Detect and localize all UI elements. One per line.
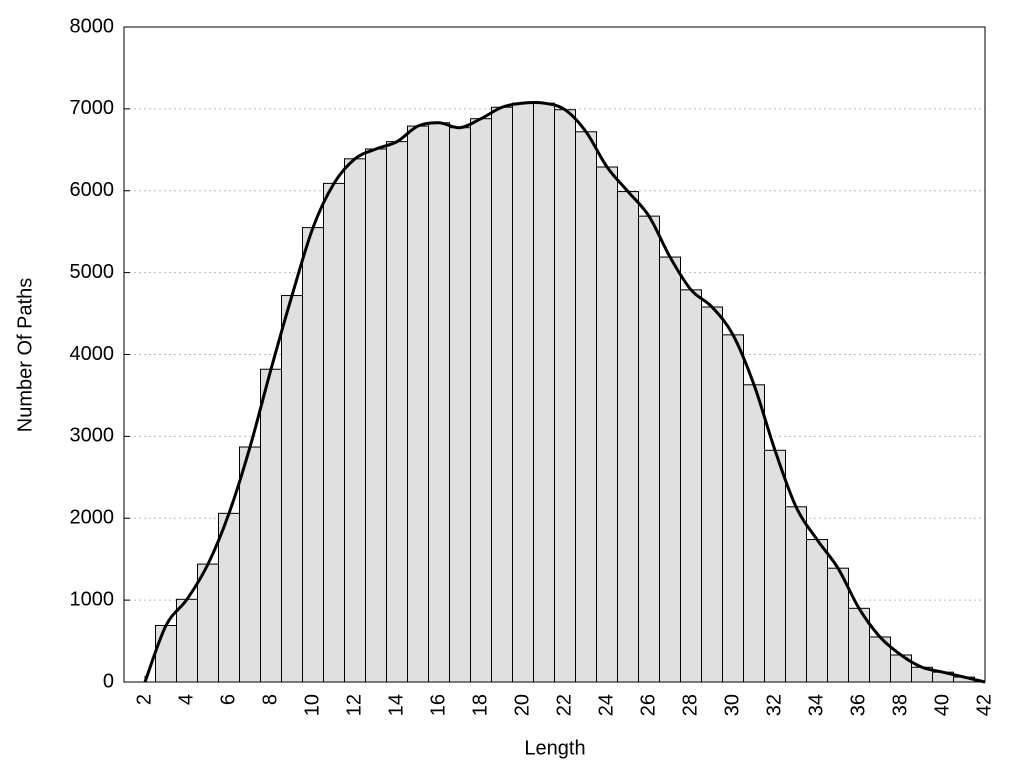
bar	[743, 384, 765, 683]
bar	[386, 141, 408, 683]
bar	[176, 598, 198, 683]
y-tick-label: 1000	[70, 588, 115, 610]
bar	[155, 625, 177, 683]
bar	[512, 102, 534, 683]
x-tick-label: 30	[721, 694, 743, 716]
bar	[764, 449, 786, 683]
bar	[239, 446, 261, 683]
x-tick-label: 26	[637, 694, 659, 716]
x-tick-label: 4	[175, 694, 197, 705]
bar	[197, 563, 219, 683]
bar	[785, 506, 807, 683]
x-tick-label: 8	[259, 694, 281, 705]
x-tick-label: 34	[805, 694, 827, 716]
bar	[260, 368, 282, 683]
bar	[701, 306, 723, 683]
bar	[554, 109, 576, 683]
bar	[365, 148, 387, 683]
y-tick-label: 2000	[70, 507, 115, 529]
x-tick-label: 14	[385, 694, 407, 716]
y-tick-label: 6000	[70, 179, 115, 201]
bar	[638, 215, 660, 683]
x-tick-label: 18	[469, 694, 491, 716]
bar	[596, 166, 618, 683]
bar	[827, 567, 849, 683]
bar	[575, 131, 597, 683]
y-tick-label: 8000	[70, 15, 115, 37]
x-tick-label: 10	[301, 694, 323, 716]
x-tick-label: 36	[847, 694, 869, 716]
x-tick-label: 42	[973, 694, 995, 716]
x-tick-label: 32	[763, 694, 785, 716]
y-tick-label: 5000	[70, 261, 115, 283]
x-tick-label: 2	[133, 694, 155, 705]
y-tick-label: 0	[103, 670, 114, 692]
trend-line	[143, 100, 986, 684]
bar	[659, 256, 681, 683]
bar	[344, 158, 366, 683]
x-tick-label: 12	[343, 694, 365, 716]
bar	[218, 512, 240, 683]
bar	[449, 127, 471, 683]
bar	[806, 539, 828, 683]
x-tick-label: 24	[595, 694, 617, 716]
y-tick-label: 3000	[70, 425, 115, 447]
bar	[407, 125, 429, 683]
bar	[680, 289, 702, 683]
x-tick-label: 20	[511, 694, 533, 716]
y-axis-label: Number Of Paths	[14, 278, 36, 433]
bar	[302, 227, 324, 683]
y-tick-label: 4000	[70, 343, 115, 365]
bar	[323, 182, 345, 683]
x-tick-label: 38	[889, 694, 911, 716]
bar	[281, 295, 303, 683]
bar	[428, 122, 450, 683]
x-axis-label: Length	[524, 737, 585, 759]
bar	[722, 334, 744, 683]
y-tick-label: 7000	[70, 97, 115, 119]
bar	[470, 118, 492, 683]
x-tick-label: 28	[679, 694, 701, 716]
bar	[533, 102, 555, 683]
x-tick-label: 40	[931, 694, 953, 716]
plot-frame	[123, 26, 986, 683]
bar	[491, 106, 513, 683]
x-tick-label: 6	[217, 694, 239, 705]
x-tick-label: 22	[553, 694, 575, 716]
x-tick-label: 16	[427, 694, 449, 716]
bar	[617, 191, 639, 683]
